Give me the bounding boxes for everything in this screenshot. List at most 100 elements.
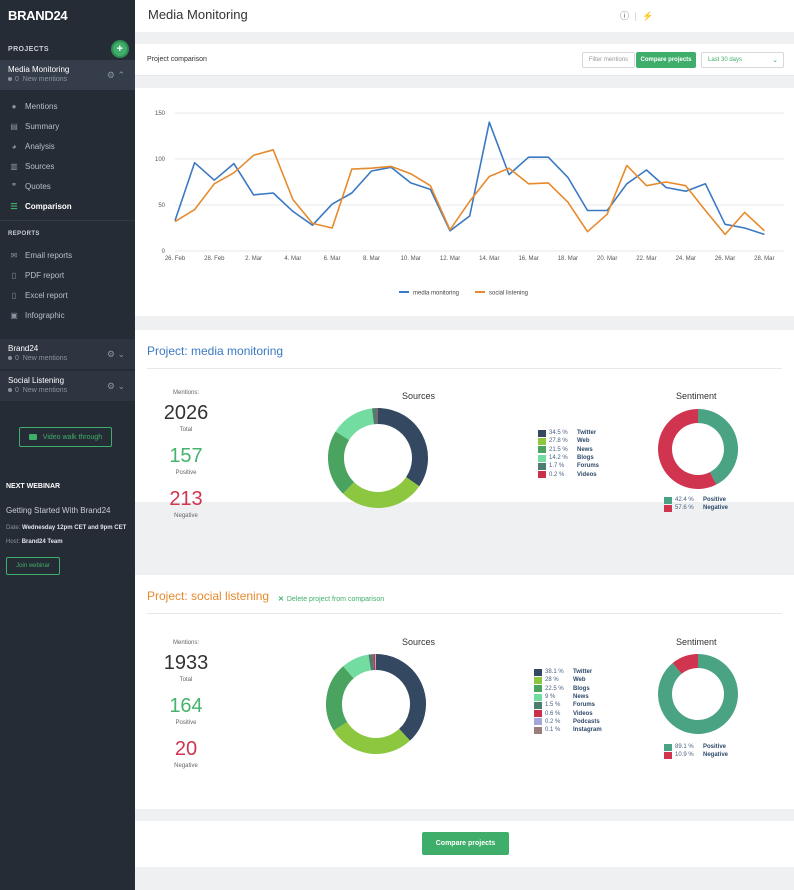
legend-item: 14.2 % Blogs [538, 454, 599, 462]
project-title: Project: media monitoring [147, 344, 284, 358]
delete-project-link[interactable]: ✕ Delete project from comparison [278, 595, 384, 603]
legend-item: 1.7 % Forums [538, 462, 599, 470]
sidebar-item-summary[interactable]: ▤ Summary [0, 116, 135, 136]
legend-swatch [534, 693, 542, 701]
help-icon[interactable]: ⓘ [620, 11, 630, 21]
legend-percent: 9 % [545, 694, 556, 701]
series-line-0 [174, 121, 765, 236]
sidebar-item-excel-report[interactable]: ▯ Excel report [0, 285, 135, 305]
legend-label: Blogs [577, 455, 594, 462]
date-range-value: Last 30 days [708, 57, 743, 63]
menu-label: Summary [25, 121, 60, 131]
project-card-media-monitoring: Project: media monitoring Mentions: 2026… [135, 330, 794, 519]
legend-percent: 0.6 % [545, 710, 561, 717]
sidebar-item-sources[interactable]: ▥ Sources [0, 156, 135, 176]
legend-item: 38.1 % Twitter [534, 668, 602, 676]
legend-item: 0.2 % Videos [538, 470, 599, 479]
project-card-social-listening: Project: social listening ✕ Delete projec… [135, 575, 794, 809]
sidebar-project-media-monitoring[interactable]: Media Monitoring 0 New mentions ⚙ ⌃ [0, 60, 135, 90]
join-webinar-button[interactable]: Join webinar [6, 557, 60, 575]
legend-percent: 28 % [545, 677, 559, 684]
legend-item: 28 % Web [534, 676, 602, 684]
sidebar-divider [0, 220, 135, 221]
video-walkthrough-button[interactable]: Video walk through [19, 427, 112, 447]
sidebar-item-quotes[interactable]: ❞ Quotes [0, 176, 135, 196]
plug-icon[interactable]: ⚡ [642, 11, 654, 21]
legend-label: Negative [703, 505, 729, 512]
filter-mentions-button[interactable]: Filter mentions [582, 52, 635, 68]
legend-percent: 89.1 % [675, 744, 694, 751]
x-tick-label: 10. Mar [401, 256, 421, 262]
legend-item: 34.5 % Twitter [538, 429, 599, 437]
mentions-stats: Mentions: 1933 Total 164 Positive 20 Neg… [155, 640, 217, 769]
project-settings-gear-icon[interactable]: ⚙ ⌄ [106, 349, 125, 359]
mentions-count: 0 [15, 387, 19, 394]
project-name: Social Listening [8, 376, 65, 385]
legend-item: 27.8 % Web [538, 437, 599, 445]
pdf-icon: ▯ [11, 270, 17, 280]
sidebar-item-pdf-report[interactable]: ▯ PDF report [0, 265, 135, 285]
mentions-count: 0 [15, 355, 19, 362]
x-tick-label: 8. Mar [363, 256, 380, 262]
menu-label: Analysis [25, 141, 55, 151]
comparison-title: Project comparison [147, 56, 207, 63]
legend-swatch [538, 471, 546, 479]
host-label: Host: [6, 539, 21, 545]
sidebar-project-brand24[interactable]: Brand24 0 New mentions ⚙ ⌄ [0, 339, 135, 369]
legend-percent: 1.5 % [545, 702, 561, 709]
legend-percent: 42.4 % [675, 497, 694, 504]
compare-projects-bottom-button[interactable]: Compare projects [422, 832, 509, 855]
page-title: Media Monitoring [148, 7, 248, 22]
sidebar-item-email-reports[interactable]: ✉ Email reports [0, 245, 135, 265]
legend-percent: 27.8 % [549, 438, 568, 445]
status-dot-icon [8, 77, 12, 82]
compare-projects-button[interactable]: Compare projects [636, 52, 696, 68]
negative-count: 20 [174, 738, 198, 760]
negative-count: 213 [169, 488, 203, 510]
sidebar-item-analysis[interactable]: ◕ Analysis [0, 136, 135, 156]
donut-slice-negative [672, 654, 699, 675]
x-tick-label: 16. Mar [518, 256, 538, 262]
excel-icon: ▯ [11, 290, 17, 300]
sidebar-item-infographic[interactable]: ▣ Infographic [0, 305, 135, 325]
legend-percent: 0.2 % [545, 718, 561, 725]
x-tick-label: 20. Mar [597, 256, 617, 262]
brand-logo[interactable]: BRAND24 [8, 8, 68, 23]
sidebar-item-mentions[interactable]: ● Mentions [0, 96, 135, 116]
legend-item: 57.6 % Negative [664, 504, 728, 512]
legend-swatch [534, 685, 542, 693]
total-count: 2026 [163, 402, 209, 424]
legend-swatch [538, 446, 546, 454]
sidebar-item-comparison[interactable]: ☰ Comparison [0, 196, 135, 216]
sentiment-donut-chart [658, 654, 738, 734]
project-settings-gear-icon[interactable]: ⚙ ⌄ [106, 381, 125, 391]
legend-label: Forums [573, 702, 596, 709]
total-label: Total [179, 677, 193, 683]
legend-percent: 22.5 % [545, 685, 564, 692]
legend-item: 89.1 % Positive [664, 743, 728, 751]
x-tick-label: 22. Mar [636, 256, 656, 262]
legend-swatch [534, 710, 542, 718]
legend-swatch [534, 668, 542, 676]
reports-menu: ✉ Email reports ▯ PDF report ▯ Excel report… [0, 239, 135, 325]
date-value: Wednesday 12pm CET and 9pm CET [22, 525, 127, 531]
add-project-button[interactable]: + [113, 42, 127, 56]
project-settings-gear-icon[interactable]: ⚙ ⌃ [106, 70, 125, 80]
sources-legend: 38.1 % Twitter 28 % Web 22.5 % Blogs 9 % News 1.… [534, 668, 602, 734]
positive-label: Positive [175, 470, 197, 476]
mentions-stats: Mentions: 2026 Total 157 Positive 213 Ne… [155, 390, 217, 519]
donut-slice-news [328, 431, 355, 494]
legend-percent: 21.5 % [549, 446, 568, 453]
date-range-select[interactable]: Last 30 days ⌄ [701, 52, 784, 68]
comparison-toolbar: Project comparison Filter mentions Compa… [135, 44, 794, 76]
sidebar-project-social-listening[interactable]: Social Listening 0 New mentions ⚙ ⌄ [0, 371, 135, 401]
legend-percent: 10.9 % [675, 752, 694, 759]
bars-icon: ☰ [10, 201, 18, 211]
x-tick-label: 26. Feb [165, 256, 186, 262]
legend-label: News [577, 446, 593, 453]
legend-item: 22.5 % Blogs [534, 685, 602, 693]
mail-icon: ✉ [10, 250, 18, 260]
legend-item: 10.9 % Negative [664, 751, 728, 759]
legend-label: Podcasts [573, 718, 600, 725]
legend-label: Web [573, 677, 586, 684]
